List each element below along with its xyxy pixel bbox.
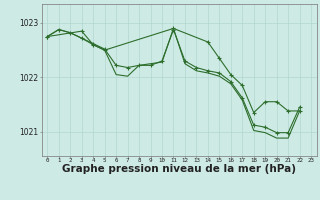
X-axis label: Graphe pression niveau de la mer (hPa): Graphe pression niveau de la mer (hPa) xyxy=(62,164,296,174)
